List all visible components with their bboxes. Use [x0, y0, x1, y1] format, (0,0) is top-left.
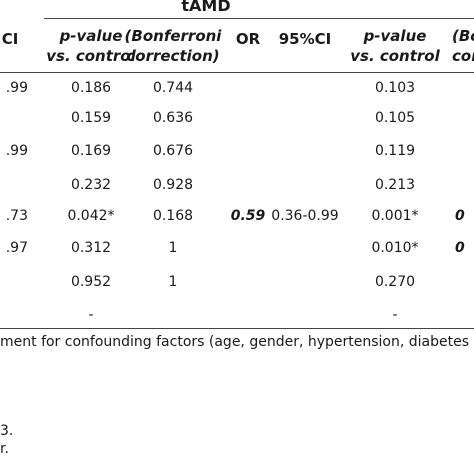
header-bonferroni: (Bonferroni correction)	[124, 27, 222, 65]
header-95ci: 95%CI	[278, 30, 332, 48]
table-cell-p: 0.159	[70, 110, 112, 126]
table-cell-p2: 0.010*	[371, 240, 419, 256]
table-cell-p2: 0.119	[374, 143, 416, 159]
table-cell-bonf: 1	[168, 240, 178, 256]
table-bottom-rule	[0, 328, 474, 329]
table-cell-p2: 0.213	[374, 177, 416, 193]
table-cell-p: 0.042*	[67, 208, 115, 224]
table-cell-or: 0.59	[230, 208, 266, 224]
group-rule	[44, 18, 474, 19]
table-cell-bonf: 0.168	[152, 208, 194, 224]
header-p-value: p-value vs. control	[46, 27, 136, 65]
table-cell-p2: 0.001*	[371, 208, 419, 224]
table-cell-ci95: 0.36-0.99	[271, 208, 339, 224]
header-p-value-2: p-value vs. control	[350, 27, 440, 65]
table-cell-p2: -	[392, 307, 398, 323]
table-cell-ci: .73	[5, 208, 28, 224]
table-cell-p: 0.232	[70, 177, 112, 193]
table-cell-bonf: 1	[168, 274, 178, 290]
table-cell-ci: .99	[5, 143, 28, 159]
table-cell-p2: 0.270	[374, 274, 416, 290]
footnote-item-2: r.	[0, 441, 9, 457]
header-rule	[0, 72, 474, 73]
table-cell-ci: .99	[5, 80, 28, 96]
header-bonferroni-fragment: (Bo corre	[452, 27, 474, 65]
table-cell-bonf: 0.928	[152, 177, 194, 193]
header-ci-fragment: CI	[1, 30, 19, 48]
table-cell-p: 0.952	[70, 274, 112, 290]
footnote-text: ment for confounding factors (age, gende…	[0, 334, 474, 350]
table-cell-bonf: 0.676	[152, 143, 194, 159]
header-or: OR	[235, 30, 261, 48]
table-cell-p: 0.312	[70, 240, 112, 256]
table-cell-b2: 0	[455, 240, 465, 256]
table-cell-bonf: 0.636	[152, 110, 194, 126]
table-cell-b2: 0	[455, 208, 465, 224]
table-cell-p2: 0.103	[374, 80, 416, 96]
table-cell-p: 0.186	[70, 80, 112, 96]
table-cell-p2: 0.105	[374, 110, 416, 126]
table-cell-ci: .97	[5, 240, 28, 256]
table-cell-p: 0.169	[70, 143, 112, 159]
table-cell-bonf: 0.744	[152, 80, 194, 96]
group-title: tAMD	[181, 0, 231, 15]
table-cell-p: -	[88, 307, 94, 323]
footnote-item-1: 3.	[0, 423, 14, 439]
